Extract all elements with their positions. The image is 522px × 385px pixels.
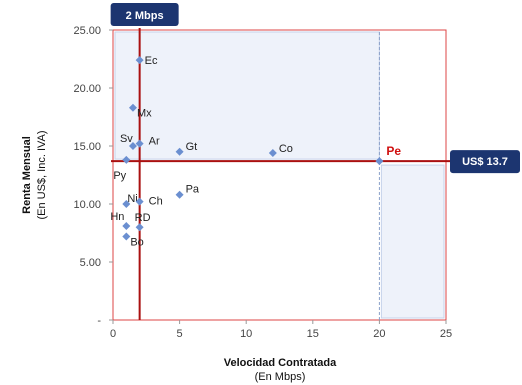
shaded-region-right [380,164,445,319]
y-axis-subtitle: (En US$, Inc. IVA) [36,130,48,219]
data-point-marker [128,103,137,112]
y-tick-label: 10.00 [73,199,101,211]
shaded-region-top [114,31,380,160]
y-tick-label: 20.00 [73,83,101,95]
data-point-label: Sv [120,133,133,145]
data-point-label: Bo [130,236,143,248]
data-point-label: Ec [145,55,158,67]
data-points: Ec Mx Sv Ar Gt Co Py Pe Pa Ni Ch Hn RD Bo [110,55,401,248]
data-point-marker [128,142,137,150]
price-callout-box [450,150,520,174]
price-callout: US$ 13.7 [450,150,520,174]
data-point-marker [135,223,144,232]
x-tick-label: 20 [373,328,385,340]
price-callout-text: US$ 13.7 [462,156,508,168]
speed-callout: 2 Mbps [110,3,179,26]
data-point-label: Py [113,170,126,182]
speed-callout-box [110,3,179,26]
data-point-marker [135,139,144,148]
y-tick-label: 25.00 [73,25,101,37]
x-tick-label: 0 [110,328,116,340]
data-point-marker [122,232,131,241]
speed-callout-text: 2 Mbps [126,10,164,22]
data-point-label: RD [135,212,151,224]
y-axis-title: Renta Mensual [21,136,33,214]
data-point-label: Co [279,143,293,155]
data-point-marker [268,148,277,157]
x-tick-label: 10 [240,328,252,340]
data-point-label: Pe [386,144,401,158]
data-point-label: Ni [127,193,137,205]
y-tick-label: 5.00 [80,257,101,269]
data-point-label: Mx [137,108,152,120]
data-point-label: Ch [149,196,163,208]
data-point-marker [175,190,184,199]
data-point-marker [175,147,184,156]
data-point-marker [122,155,131,164]
data-point-label: Hn [110,211,124,223]
data-point-marker [375,157,384,166]
y-tick-label: - [97,315,101,327]
x-tick-label: 25 [440,328,452,340]
data-point-marker [122,222,131,231]
data-point-label: Gt [186,141,198,153]
y-axis-ticks: - 5.00 10.00 15.00 20.00 25.00 [73,25,113,327]
x-tick-label: 5 [177,328,183,340]
data-point-label: Pa [186,184,200,196]
x-axis-subtitle: (En Mbps) [255,371,306,383]
data-point-marker [122,200,131,208]
x-axis-title: Velocidad Contratada [224,357,337,369]
x-axis-ticks: 0 5 10 15 20 25 [110,320,452,340]
data-point-label: Ar [149,136,160,148]
data-point-marker [135,56,144,65]
data-point-marker [135,197,144,206]
y-tick-label: 15.00 [73,141,101,153]
x-tick-label: 15 [307,328,319,340]
plot-frame [112,29,447,321]
